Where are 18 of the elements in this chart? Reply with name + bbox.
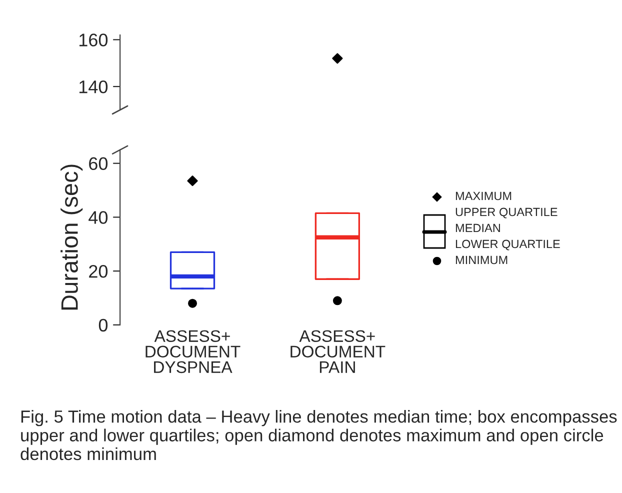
x-tick-label: ASSESS+ DOCUMENT PAIN [290,330,386,373]
y-tick-label: 0 [98,318,108,332]
y-tick-label: 20 [89,264,108,278]
text: MEDIAN [456,224,500,232]
y-tick-label: 40 [88,211,108,224]
text: MINIMUM [456,256,508,264]
point [332,296,342,306]
text: MAXIMUM [456,192,512,200]
text: LOWER QUARTILE [456,240,560,250]
point [187,176,198,186]
y-axis-title: Duration (sec) [60,164,83,310]
caption: Fig. 5 Time motion data – Heavy line denotes median time; box encompasses upper and lower quartiles; open diamond denotes maximum and open circle denotes minimum [20,410,617,460]
x-tick-label: ASSESS+ DOCUMENT DYSPNEA [146,330,240,374]
point [188,298,198,308]
y-tick-label: 160 [79,34,108,46]
y-tick-label: 60 [89,157,108,170]
text: UPPER QUARTILE [456,208,558,218]
y-tick-label: 140 [79,80,108,94]
